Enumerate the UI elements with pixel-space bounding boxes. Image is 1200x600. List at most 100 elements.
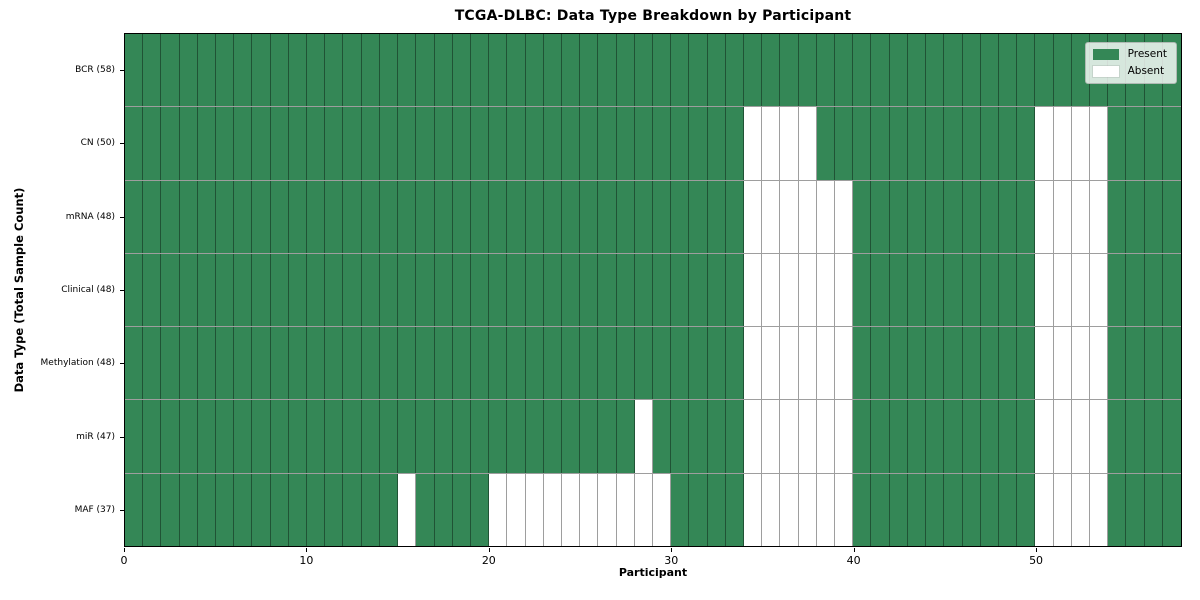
heatmap-cell-bcr-37	[798, 34, 817, 107]
heatmap-cell-bcr-21	[507, 34, 526, 107]
heatmap-cell-mrna-24	[561, 180, 581, 253]
heatmap-cell-mir-29	[652, 400, 672, 473]
heatmap-cell-methylation-38	[816, 327, 836, 400]
heatmap-cell-methylation-11	[325, 327, 344, 400]
y-tick-label-clinical: Clinical (48)	[61, 285, 115, 295]
heatmap-cell-maf-48	[998, 473, 1018, 546]
heatmap-cell-mir-16	[416, 400, 435, 473]
heatmap-cell-mir-44	[926, 400, 945, 473]
heatmap-cell-mrna-37	[798, 180, 817, 253]
heatmap-cell-cn-27	[616, 107, 635, 180]
heatmap-cell-mrna-15	[398, 180, 417, 253]
heatmap-cell-methylation-15	[398, 327, 417, 400]
heatmap-cell-maf-25	[580, 473, 599, 546]
heatmap-cell-cn-52	[1071, 107, 1090, 180]
heatmap-cell-bcr-19	[470, 34, 490, 107]
heatmap-cell-mir-6	[234, 400, 253, 473]
heatmap-cell-maf-42	[889, 473, 908, 546]
heatmap-cell-methylation-55	[1126, 327, 1145, 400]
heatmap-cell-mrna-45	[944, 180, 963, 253]
heatmap-cell-clinical-5	[216, 253, 235, 327]
heatmap-cell-cn-3	[179, 107, 198, 180]
heatmap-cell-clinical-40	[853, 253, 872, 327]
heatmap-cell-cn-44	[926, 107, 945, 180]
heatmap-cell-cn-17	[434, 107, 453, 180]
heatmap-cell-clinical-30	[671, 253, 690, 327]
y-tick-label-bcr: BCR (58)	[75, 64, 115, 75]
heatmap-cell-maf-4	[197, 473, 217, 546]
heatmap-cell-methylation-25	[580, 327, 599, 400]
heatmap-cell-maf-7	[252, 473, 271, 546]
heatmap-cell-bcr-14	[379, 34, 399, 107]
heatmap-cell-clinical-10	[307, 253, 326, 327]
heatmap-cell-cn-26	[598, 107, 617, 180]
heatmap-cell-methylation-5	[216, 327, 235, 400]
heatmap-cell-clinical-46	[962, 253, 981, 327]
heatmap-cell-mir-49	[1017, 400, 1036, 473]
heatmap-cell-clinical-32	[707, 253, 726, 327]
heatmap-cell-cn-48	[998, 107, 1018, 180]
heatmap-cell-bcr-25	[580, 34, 599, 107]
heatmap-cell-clinical-2	[161, 253, 180, 327]
heatmap-cell-mrna-35	[762, 180, 781, 253]
heatmap-cell-methylation-37	[798, 327, 817, 400]
heatmap-cell-bcr-13	[361, 34, 380, 107]
heatmap-cell-clinical-50	[1035, 253, 1054, 327]
legend-label-present: Present	[1127, 48, 1167, 60]
heatmap-cell-bcr-9	[288, 34, 308, 107]
heatmap-cell-mir-39	[835, 400, 854, 473]
heatmap-cell-maf-34	[744, 473, 763, 546]
legend-swatch-absent-icon	[1091, 65, 1120, 78]
heatmap-cell-mir-26	[598, 400, 617, 473]
heatmap-cell-methylation-27	[616, 327, 635, 400]
heatmap-cell-cn-15	[398, 107, 417, 180]
heatmap-cell-mir-55	[1126, 400, 1145, 473]
heatmap-cell-cn-28	[634, 107, 653, 180]
heatmap-cell-clinical-34	[744, 253, 763, 327]
heatmap-cell-methylation-56	[1144, 327, 1163, 400]
heatmap-cell-bcr-27	[616, 34, 635, 107]
heatmap-cell-mrna-3	[179, 180, 198, 253]
heatmap-cell-methylation-8	[270, 327, 289, 400]
heatmap-cell-maf-23	[543, 473, 562, 546]
heatmap-cell-maf-26	[598, 473, 617, 546]
heatmap-cell-maf-39	[835, 473, 854, 546]
heatmap-cell-mrna-33	[725, 180, 745, 253]
heatmap-cell-mrna-49	[1017, 180, 1036, 253]
heatmap-cell-maf-5	[216, 473, 235, 546]
heatmap-cell-methylation-31	[689, 327, 708, 400]
heatmap-cell-maf-57	[1162, 473, 1181, 546]
x-tick-label-40: 40	[846, 554, 861, 567]
heatmap-cell-clinical-41	[871, 253, 890, 327]
heatmap-cell-bcr-29	[652, 34, 672, 107]
heatmap-cell-mrna-2	[161, 180, 180, 253]
heatmap-cell-methylation-54	[1108, 327, 1127, 400]
heatmap-cell-methylation-26	[598, 327, 617, 400]
heatmap-cell-cn-11	[325, 107, 344, 180]
heatmap-cell-methylation-40	[853, 327, 872, 400]
heatmap-cell-mir-56	[1144, 400, 1163, 473]
heatmap-cell-bcr-45	[944, 34, 963, 107]
heatmap-cell-maf-1	[143, 473, 162, 546]
heatmap-cell-cn-0	[125, 107, 144, 180]
y-tick-label-mrna: mRNA (48)	[65, 211, 115, 222]
heatmap-cell-methylation-1	[143, 327, 162, 400]
heatmap-cell-mir-9	[288, 400, 308, 473]
heatmap-cell-maf-27	[616, 473, 635, 546]
heatmap-cell-clinical-57	[1162, 253, 1181, 327]
heatmap-cell-bcr-10	[307, 34, 326, 107]
heatmap-cell-bcr-42	[889, 34, 908, 107]
x-tick-label-30: 30	[664, 554, 679, 567]
heatmap-cell-mir-4	[197, 400, 217, 473]
heatmap-cell-mrna-30	[671, 180, 690, 253]
heatmap-cell-mir-7	[252, 400, 271, 473]
heatmap-cell-maf-40	[853, 473, 872, 546]
heatmap-cell-maf-11	[325, 473, 344, 546]
heatmap-cell-cn-37	[798, 107, 817, 180]
heatmap-cell-methylation-35	[762, 327, 781, 400]
heatmap-cell-bcr-22	[525, 34, 544, 107]
heatmap-cell-methylation-7	[252, 327, 271, 400]
heatmap-cell-mrna-27	[616, 180, 635, 253]
heatmap-cell-cn-41	[871, 107, 890, 180]
heatmap-cell-mir-38	[816, 400, 836, 473]
